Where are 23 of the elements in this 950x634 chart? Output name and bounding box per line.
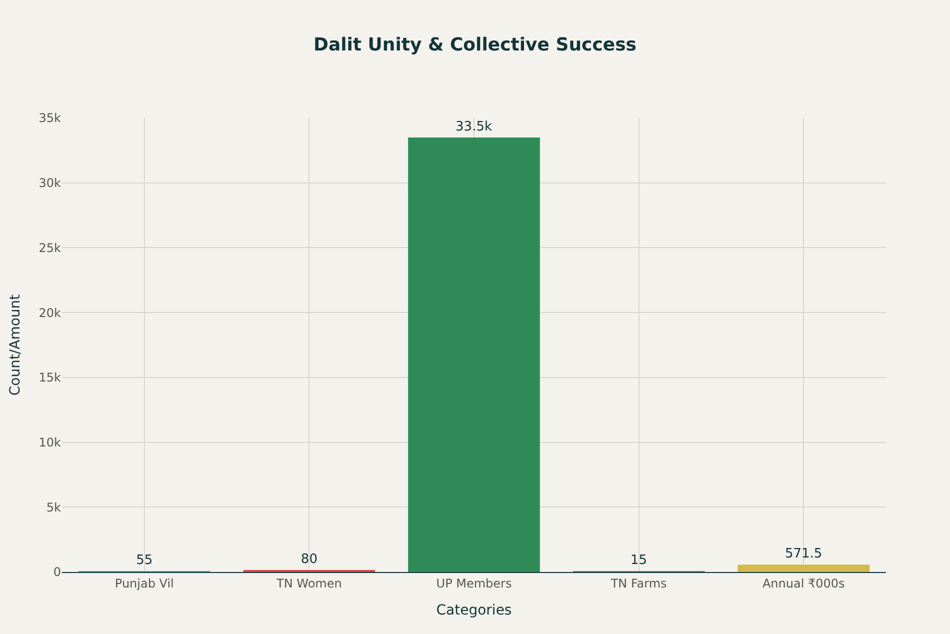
- bar: [738, 564, 870, 572]
- data-label: 55: [136, 553, 153, 568]
- x-tick-label: TN Women: [276, 576, 342, 590]
- y-tick-label: 0: [53, 565, 61, 580]
- x-axis-title: Categories: [436, 602, 512, 619]
- y-tick-label: 20k: [38, 306, 62, 320]
- y-axis-title: Count/Amount: [7, 294, 24, 396]
- data-label: 571.5: [784, 546, 822, 562]
- y-tick-label: 30k: [38, 176, 62, 190]
- y-tick-label: 10k: [38, 435, 62, 450]
- bar: [408, 137, 540, 572]
- x-tick-label: TN Farms: [610, 576, 667, 590]
- y-tick-label: 15k: [38, 370, 62, 385]
- data-label: 15: [630, 553, 648, 568]
- y-tick-label: 5k: [46, 500, 62, 514]
- chart-title: Dalit Unity & Collective Success: [314, 34, 636, 56]
- y-tick-label: 35k: [38, 111, 62, 126]
- x-tick-label: UP Members: [436, 576, 512, 590]
- x-tick-label: Punjab Vil: [114, 576, 174, 590]
- y-tick-label: 25k: [38, 240, 62, 255]
- data-label: 80: [300, 552, 318, 567]
- x-tick-label: Annual ₹000s: [762, 576, 845, 590]
- data-label: 33.5k: [456, 119, 492, 134]
